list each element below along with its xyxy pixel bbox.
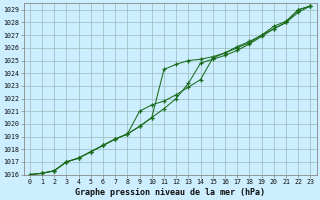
X-axis label: Graphe pression niveau de la mer (hPa): Graphe pression niveau de la mer (hPa) [75, 188, 265, 197]
